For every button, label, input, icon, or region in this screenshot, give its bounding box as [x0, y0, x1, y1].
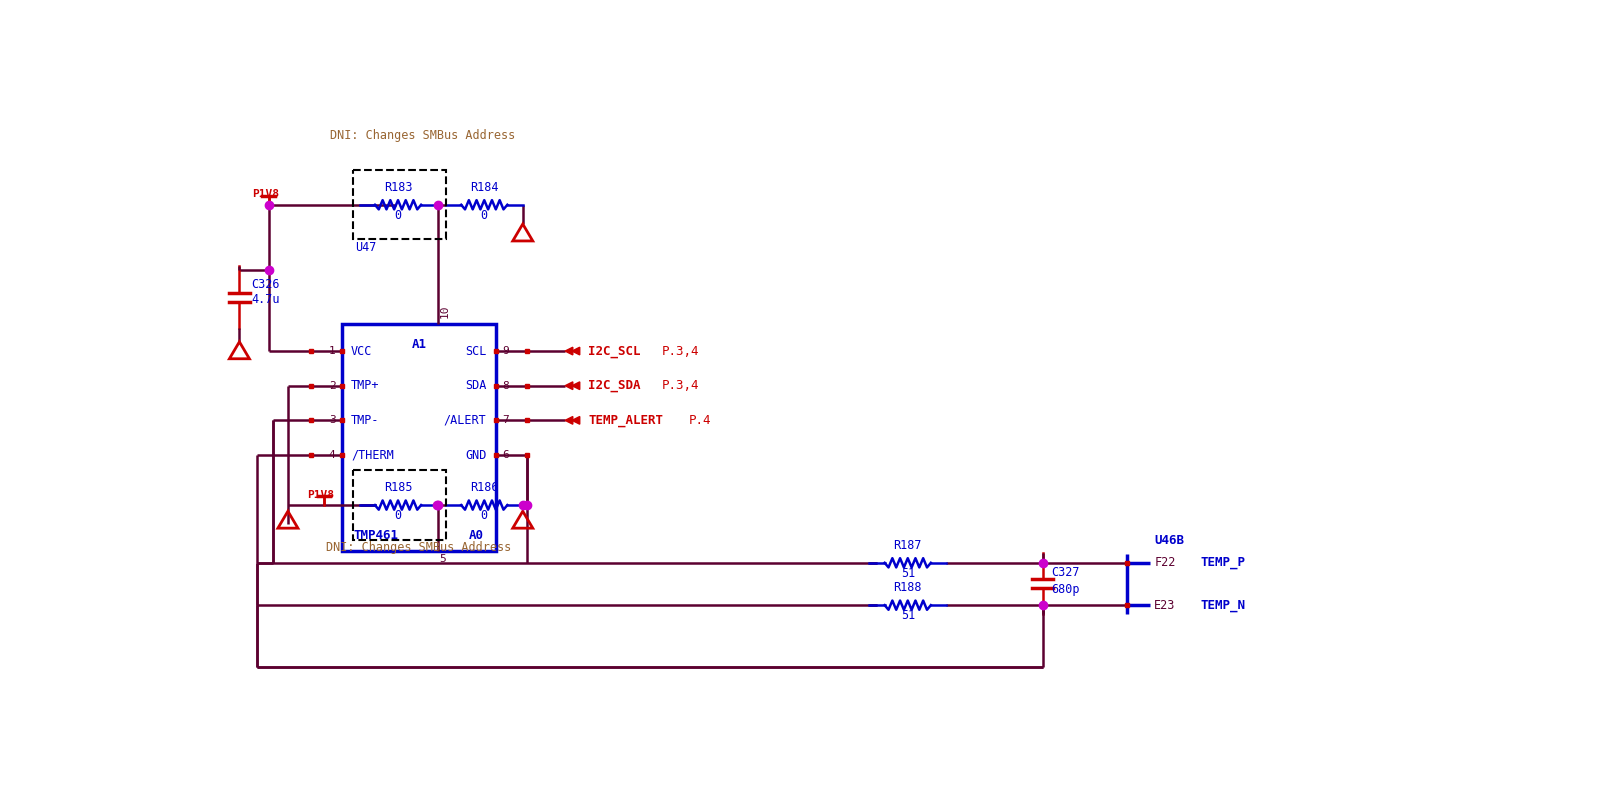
- Text: TEMP_ALERT: TEMP_ALERT: [588, 414, 662, 427]
- Polygon shape: [565, 382, 573, 389]
- Text: R185: R185: [383, 482, 412, 494]
- Text: 0: 0: [394, 509, 401, 522]
- Text: R187: R187: [893, 539, 922, 552]
- Text: DNI: Changes SMBus Address: DNI: Changes SMBus Address: [326, 541, 511, 554]
- Text: /THERM: /THERM: [351, 448, 393, 461]
- Text: 5: 5: [440, 553, 446, 563]
- Text: R184: R184: [469, 181, 498, 194]
- Text: R186: R186: [469, 482, 498, 494]
- Text: /ALERT: /ALERT: [443, 414, 487, 427]
- Text: A1: A1: [411, 338, 427, 351]
- Polygon shape: [571, 347, 579, 355]
- Text: 0: 0: [480, 208, 487, 221]
- Polygon shape: [565, 416, 573, 424]
- Text: 0: 0: [480, 509, 487, 522]
- Text: VCC: VCC: [351, 344, 372, 358]
- Text: 2: 2: [329, 381, 336, 391]
- Text: U47: U47: [355, 241, 377, 254]
- Text: C326: C326: [252, 278, 279, 291]
- Bar: [354, 170, 445, 239]
- Text: P1V8: P1V8: [307, 490, 334, 499]
- Text: 4: 4: [329, 450, 336, 460]
- Text: 3: 3: [329, 415, 336, 425]
- Text: 8: 8: [502, 381, 508, 391]
- Text: TMP-: TMP-: [351, 414, 380, 427]
- Text: U46B: U46B: [1154, 534, 1183, 547]
- Text: 10: 10: [440, 305, 450, 318]
- Text: I2C_SDA: I2C_SDA: [588, 379, 641, 392]
- Text: E23: E23: [1154, 599, 1175, 612]
- Text: R188: R188: [893, 581, 922, 595]
- Text: 680p: 680p: [1052, 583, 1079, 595]
- Text: TEMP_N: TEMP_N: [1199, 599, 1245, 612]
- Text: GND: GND: [464, 448, 487, 461]
- Text: C327: C327: [1052, 566, 1079, 579]
- Text: R183: R183: [383, 181, 412, 194]
- Bar: [354, 470, 445, 540]
- Text: 51: 51: [901, 566, 914, 579]
- Text: 51: 51: [901, 609, 914, 622]
- Text: F22: F22: [1154, 557, 1175, 570]
- Text: P1V8: P1V8: [252, 189, 279, 200]
- Polygon shape: [565, 347, 573, 355]
- Text: P.3,4: P.3,4: [661, 344, 698, 358]
- Text: DNI: Changes SMBus Address: DNI: Changes SMBus Address: [329, 129, 514, 142]
- Text: 4.7u: 4.7u: [252, 293, 279, 306]
- Text: 9: 9: [502, 346, 508, 356]
- Text: 0: 0: [394, 208, 401, 221]
- Text: P.4: P.4: [688, 414, 711, 427]
- Text: SCL: SCL: [464, 344, 487, 358]
- Text: TMP461: TMP461: [354, 529, 398, 542]
- Text: A0: A0: [469, 529, 484, 542]
- Text: TEMP_P: TEMP_P: [1199, 557, 1245, 570]
- Text: I2C_SCL: I2C_SCL: [588, 344, 641, 358]
- Text: 6: 6: [502, 450, 508, 460]
- Text: TMP+: TMP+: [351, 379, 380, 392]
- Bar: [341, 324, 495, 551]
- Text: SDA: SDA: [464, 379, 487, 392]
- Text: P.3,4: P.3,4: [661, 379, 698, 392]
- Polygon shape: [571, 416, 579, 424]
- Polygon shape: [571, 382, 579, 389]
- Text: 1: 1: [329, 346, 336, 356]
- Text: 7: 7: [502, 415, 508, 425]
